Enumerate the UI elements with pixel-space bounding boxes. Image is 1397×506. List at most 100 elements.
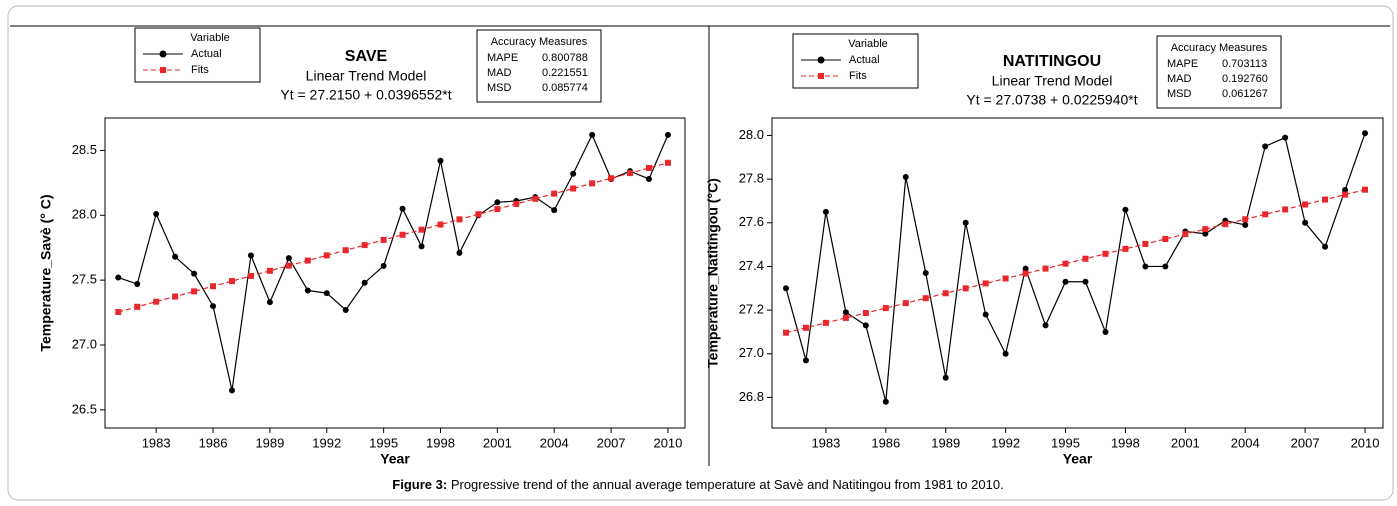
- marker: [1022, 265, 1029, 272]
- y-tick-label: 26.8: [739, 389, 764, 404]
- marker: [1142, 240, 1149, 247]
- x-tick-label: 1998: [1111, 435, 1140, 450]
- x-tick-label: 1989: [255, 435, 284, 450]
- marker: [1302, 201, 1309, 208]
- accuracy-box: [476, 29, 602, 103]
- marker: [380, 236, 387, 243]
- marker: [1262, 143, 1269, 150]
- marker: [172, 293, 179, 300]
- caption: Figure 3: Progressive trend of the annua…: [392, 477, 1003, 492]
- y-tick-label: 26.5: [72, 401, 97, 416]
- marker: [304, 257, 311, 264]
- x-axis-label: Year: [1063, 451, 1093, 467]
- marker: [1162, 263, 1169, 270]
- marker: [902, 300, 909, 307]
- marker: [1082, 255, 1089, 262]
- x-tick-label: 2010: [653, 435, 682, 450]
- equation: Yt = 27.0738 + 0.0225940*t: [966, 92, 1137, 108]
- marker: [589, 180, 596, 187]
- accuracy-box: [1156, 35, 1282, 109]
- series-line: [118, 133, 669, 391]
- y-tick-label: 27.6: [739, 214, 764, 229]
- plot-area: [771, 117, 1384, 429]
- marker: [475, 211, 482, 218]
- marker: [323, 290, 330, 297]
- y-tick-label: 28.0: [739, 127, 764, 142]
- marker: [1282, 134, 1289, 141]
- marker: [570, 185, 577, 192]
- x-tick-label: 1983: [142, 435, 171, 450]
- marker: [570, 170, 577, 177]
- marker: [134, 281, 141, 288]
- y-tick-label: 27.0: [739, 345, 764, 360]
- marker: [361, 242, 368, 249]
- legend-marker: [818, 73, 824, 79]
- caption-text: Progressive trend of the annual average …: [451, 477, 1004, 492]
- y-axis-label: Temperature_Natitingou (°C): [705, 178, 721, 368]
- marker: [342, 247, 349, 254]
- marker: [1102, 250, 1109, 257]
- legend-box: [134, 27, 261, 83]
- marker: [645, 175, 652, 182]
- marker: [551, 207, 558, 214]
- accuracy-cell: MAD: [487, 67, 512, 79]
- chart-subtitle: Linear Trend Model: [992, 73, 1113, 89]
- marker: [1302, 219, 1309, 226]
- marker: [942, 290, 949, 297]
- marker: [323, 252, 330, 259]
- marker: [172, 253, 179, 260]
- marker: [342, 306, 349, 313]
- legend-label: Fits: [849, 70, 867, 82]
- marker: [1102, 328, 1109, 335]
- marker: [902, 173, 909, 180]
- marker: [882, 398, 889, 405]
- marker: [418, 243, 425, 250]
- marker: [1262, 211, 1269, 218]
- marker: [134, 303, 141, 310]
- marker: [922, 270, 929, 276]
- marker: [399, 205, 406, 212]
- x-tick-label: 2007: [597, 435, 626, 450]
- y-tick-label: 27.4: [739, 258, 764, 273]
- series-line: [118, 162, 669, 313]
- marker: [153, 298, 160, 305]
- marker: [304, 287, 311, 294]
- chart-title: SAVE: [345, 48, 388, 65]
- marker: [842, 314, 849, 321]
- marker: [962, 285, 969, 292]
- y-tick-label: 27.0: [72, 336, 97, 351]
- marker: [380, 262, 387, 269]
- marker: [551, 190, 558, 197]
- x-tick-label: 1998: [426, 435, 455, 450]
- marker: [1122, 206, 1129, 213]
- marker: [942, 374, 949, 381]
- marker: [1362, 186, 1369, 193]
- marker: [664, 159, 671, 166]
- x-axis-label: Year: [380, 451, 410, 467]
- marker: [532, 195, 539, 202]
- marker: [627, 170, 634, 177]
- x-tick-label: 2007: [1291, 435, 1320, 450]
- y-tick-label: 28.5: [72, 142, 97, 157]
- accuracy-cell: 0.085774: [542, 82, 588, 94]
- marker: [1082, 278, 1089, 285]
- equation: Yt = 27.2150 + 0.0396552*t: [280, 87, 451, 103]
- x-tick-label: 2004: [1231, 435, 1260, 450]
- marker: [1202, 226, 1209, 233]
- marker: [228, 278, 235, 285]
- frame: [7, 5, 1394, 501]
- marker: [842, 309, 849, 316]
- marker: [822, 208, 829, 215]
- marker: [228, 387, 235, 394]
- marker: [285, 255, 292, 262]
- chart-subtitle: Linear Trend Model: [306, 68, 427, 84]
- legend-marker: [160, 67, 166, 73]
- marker: [1342, 191, 1349, 198]
- marker: [1002, 350, 1009, 357]
- legend-label: Fits: [191, 64, 209, 76]
- x-tick-label: 1992: [991, 435, 1020, 450]
- marker: [664, 131, 671, 138]
- accuracy-cell: MAD: [1167, 73, 1192, 85]
- marker: [266, 267, 273, 274]
